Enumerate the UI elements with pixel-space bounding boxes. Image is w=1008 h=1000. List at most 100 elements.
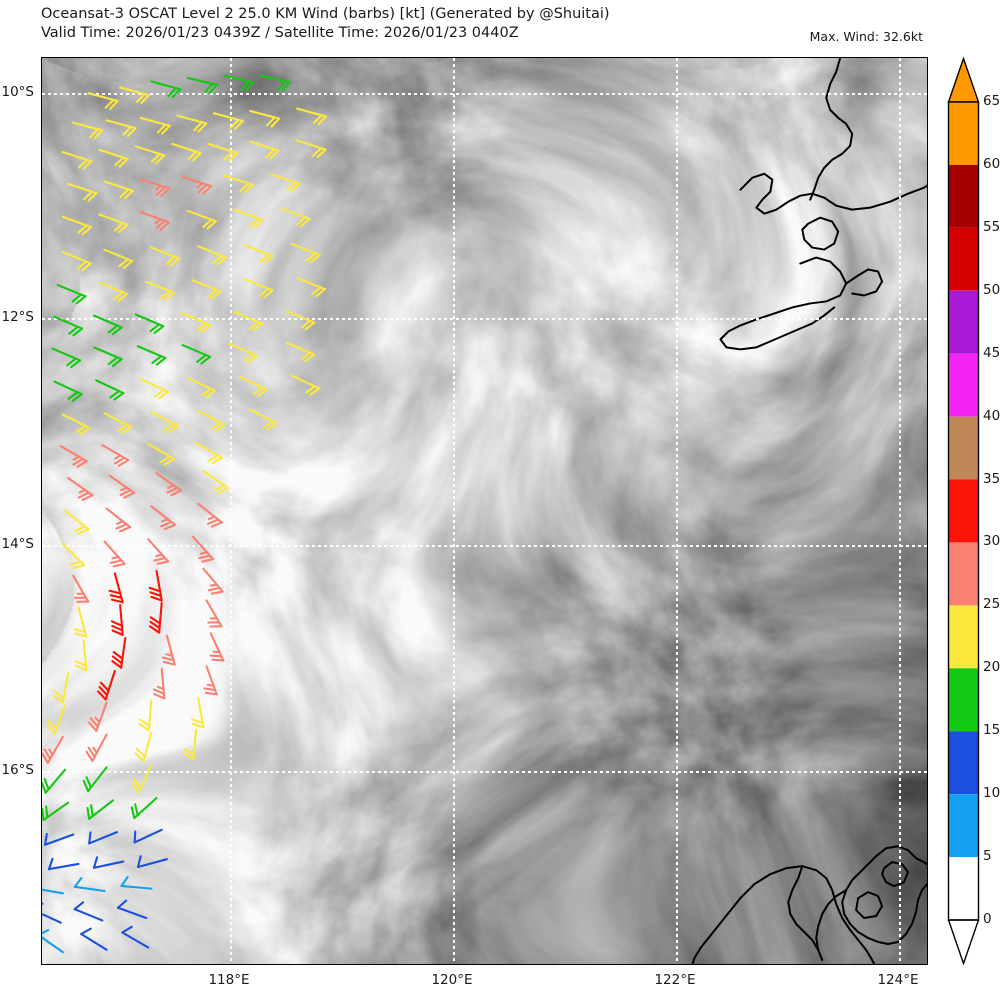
- coastline-segment: [801, 216, 840, 251]
- colorbar-band: [948, 542, 979, 606]
- wind-barb: [233, 208, 264, 229]
- wind-barb: [270, 173, 301, 193]
- wind-barb: [176, 114, 208, 133]
- coastline-segment: [881, 861, 910, 888]
- wind-barb: [53, 380, 83, 402]
- wind-barb: [108, 572, 124, 604]
- wind-barb: [61, 413, 91, 436]
- coastline-segment: [855, 891, 884, 920]
- coastline-segment: [809, 58, 854, 201]
- wind-barb: [191, 696, 205, 729]
- wind-barb: [181, 175, 213, 195]
- colorbar-outline: [947, 101, 980, 921]
- colorbar-band: [948, 164, 979, 228]
- wind-barb: [47, 857, 80, 871]
- wind-barb: [42, 902, 62, 924]
- wind-barb: [120, 875, 153, 890]
- colorbar-tick-label: 55: [983, 218, 1001, 235]
- coastline-segment: [897, 883, 927, 943]
- wind-barb: [139, 211, 171, 231]
- wind-barb: [103, 248, 134, 269]
- wind-barb: [88, 701, 108, 732]
- coastline-segment: [787, 865, 824, 961]
- wind-barb: [103, 412, 133, 435]
- wind-barb: [134, 145, 166, 165]
- coastline-segment: [875, 845, 927, 866]
- wind-barb: [197, 409, 226, 432]
- wind-barb: [138, 699, 153, 732]
- wind-barb: [145, 280, 175, 301]
- wind-barb: [92, 856, 125, 869]
- wind-barb: [195, 441, 224, 465]
- wind-barb: [88, 831, 118, 845]
- colorbar-extend-bottom: [947, 919, 980, 965]
- lon-tick-label: 122°E: [654, 972, 696, 988]
- wind-barb: [98, 281, 129, 302]
- title-line-1: Oceansat-3 OSCAT Level 2 25.0 KM Wind (b…: [41, 6, 610, 22]
- satellite-ir-imagery: [42, 58, 927, 964]
- wind-barb: [42, 801, 70, 822]
- wind-barb: [103, 540, 126, 568]
- wind-barb: [243, 278, 274, 299]
- colorbar-band: [948, 605, 979, 669]
- wind-barb: [105, 507, 132, 533]
- wind-barb: [51, 347, 82, 369]
- wind-barb: [101, 444, 130, 467]
- colorbar-tick-label: 30: [983, 533, 1001, 550]
- wind-barb: [296, 139, 327, 159]
- wind-barb: [197, 502, 223, 528]
- wind-barb: [186, 76, 218, 94]
- wind-barb: [243, 244, 274, 265]
- wind-barb: [249, 140, 280, 160]
- wind-barb: [42, 929, 64, 954]
- wind-barb: [223, 74, 255, 92]
- coastline-overlay: [691, 58, 927, 964]
- colorbar-tick-label: 35: [983, 470, 1001, 487]
- wind-barb: [61, 151, 93, 170]
- wind-barb: [66, 476, 94, 502]
- coastline-segment: [815, 889, 848, 951]
- colorbar-tick-label: 50: [983, 281, 1001, 298]
- wind-barb: [150, 411, 180, 433]
- chart-title-block: Oceansat-3 OSCAT Level 2 25.0 KM Wind (b…: [41, 5, 801, 43]
- wind-barb: [73, 606, 88, 638]
- colorbar-tick-label: 65: [983, 93, 1001, 109]
- colorbar-tick-label: 15: [983, 722, 1001, 739]
- wind-barb: [285, 341, 316, 363]
- wind-barb: [139, 378, 170, 400]
- wind-barb: [181, 343, 212, 365]
- wind-barb: [139, 178, 171, 198]
- lat-tick-label: 16°S: [1, 762, 35, 778]
- wind-barb: [183, 728, 198, 761]
- wind-barb: [150, 505, 176, 531]
- wind-barb: [103, 180, 134, 200]
- colorbar-band: [948, 416, 979, 480]
- wind-barb: [73, 876, 106, 893]
- wind-barb: [61, 215, 93, 236]
- wind-barb: [130, 796, 158, 820]
- wind-barb: [82, 766, 108, 793]
- colorbar-tick-label: 60: [983, 155, 1001, 172]
- map-plot-area[interactable]: [41, 57, 928, 965]
- colorbar-band: [948, 479, 979, 543]
- wind-speed-colorbar[interactable]: [947, 57, 980, 965]
- wind-barb: [61, 251, 92, 272]
- wind-barb: [136, 855, 168, 869]
- lat-tick-label: 10°S: [1, 84, 35, 100]
- colorbar-band: [948, 857, 979, 920]
- wind-barb: [181, 312, 212, 333]
- colorbar-tick-label: 20: [983, 659, 1001, 676]
- colorbar-band: [948, 731, 979, 795]
- wind-barb: [152, 667, 166, 700]
- wind-barb: [105, 119, 137, 138]
- coastline-segment: [739, 865, 876, 964]
- colorbar-band: [948, 227, 979, 291]
- wind-barb: [136, 345, 167, 366]
- colorbar-tick-label: 25: [983, 596, 1001, 613]
- wind-barb: [161, 634, 176, 666]
- wind-barb: [148, 569, 163, 602]
- wind-barb: [63, 509, 90, 535]
- wind-barb: [147, 442, 176, 466]
- wind-barb: [228, 342, 259, 364]
- wind-barb: [296, 107, 328, 126]
